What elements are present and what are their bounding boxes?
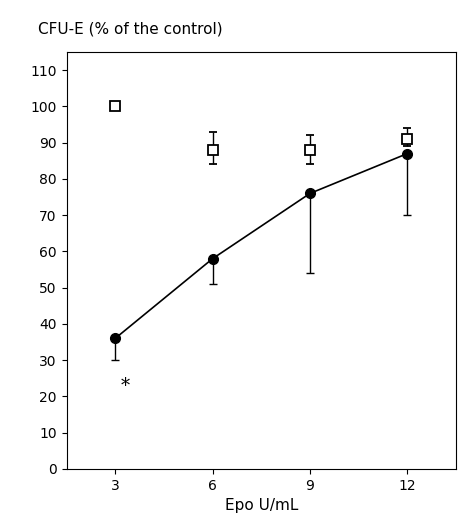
- Text: CFU-E (% of the control): CFU-E (% of the control): [38, 21, 223, 36]
- X-axis label: Epo U/mL: Epo U/mL: [225, 498, 298, 513]
- Text: *: *: [120, 377, 130, 394]
